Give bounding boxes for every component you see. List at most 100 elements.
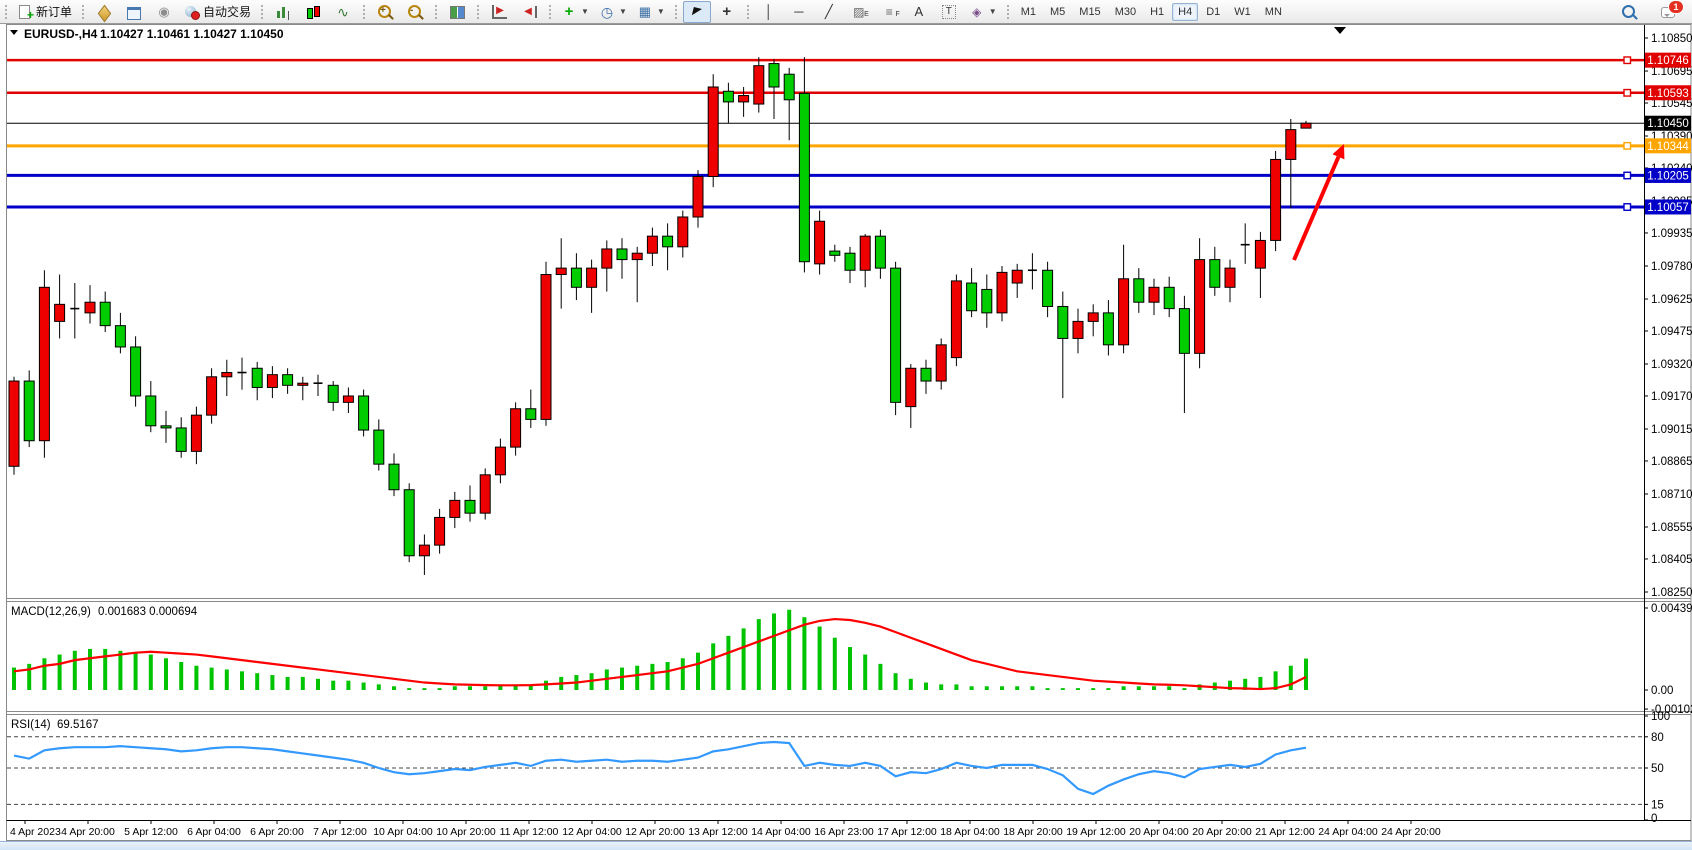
macd-rsi-splitter[interactable]	[6, 711, 1692, 715]
price-axis-tick-label: 1.09625	[1651, 294, 1692, 306]
time-axis-label: 18 Apr 20:00	[1003, 826, 1063, 838]
symbol-dropdown-icon[interactable]	[10, 30, 18, 35]
timeframe-button-w1[interactable]: W1	[1234, 5, 1251, 18]
fibonacci-button[interactable]: ≡	[875, 1, 903, 23]
price-axis-tick-label: 1.08405	[1651, 554, 1692, 566]
trend-arrow-annotation[interactable]	[1292, 144, 1345, 261]
macd-histogram-bar	[148, 654, 153, 690]
new-chart-button[interactable]	[90, 1, 118, 23]
price-axis-tick-label: 1.08555	[1651, 522, 1692, 534]
line-handle[interactable]	[1623, 88, 1632, 97]
zoom-in-button[interactable]: +	[371, 1, 399, 23]
bear-candle	[874, 235, 886, 269]
bull-candle	[707, 86, 719, 177]
macd-histogram-bar	[1121, 686, 1126, 690]
price-level-line[interactable]	[7, 141, 1644, 150]
macd-histogram-bar	[969, 686, 974, 690]
notifications-button[interactable]: 1	[1655, 0, 1684, 23]
macd-histogram-bar	[240, 671, 244, 690]
bear-candle	[160, 425, 172, 429]
notification-badge: 1	[1668, 0, 1684, 14]
macd-histogram-bar	[194, 665, 199, 690]
macd-histogram-bar	[1304, 658, 1308, 690]
macd-histogram-bar	[741, 628, 746, 690]
indicators-icon: +	[564, 2, 574, 20]
price-level-line[interactable]	[7, 171, 1644, 180]
timeframe-button-m30[interactable]: M30	[1114, 5, 1137, 18]
timeframe-button-d1[interactable]: D1	[1206, 5, 1221, 18]
bull-candle	[753, 65, 765, 105]
macd-histogram-bar	[726, 635, 731, 690]
bear-candle	[1133, 278, 1145, 303]
timeframe-button-m5[interactable]: M5	[1050, 5, 1066, 18]
time-axis[interactable]: 4 Apr 2023 4 Apr 20:00 5 Apr 12:00 6 Apr 04…	[6, 820, 1692, 838]
bull-candle	[342, 395, 354, 403]
toolbar-group-handle	[260, 3, 266, 20]
price-level-line[interactable]	[7, 56, 1644, 65]
price-axis-tick-label: 1.10545	[1651, 98, 1692, 110]
indicators-button[interactable]: + ▼	[557, 1, 593, 23]
vertical-line-button[interactable]: │	[755, 1, 783, 23]
chart-frame	[6, 24, 1692, 841]
timeframe-button-mn[interactable]: MN	[1264, 5, 1282, 18]
macd-histogram-bar	[893, 673, 898, 690]
macd-histogram-bar	[1136, 686, 1141, 690]
main-macd-splitter[interactable]	[6, 598, 1692, 602]
price-axis[interactable]: 1.108501.106951.105451.103901.102401.100…	[1644, 25, 1692, 825]
bar-chart-button[interactable]	[269, 1, 297, 23]
bear-candle	[1163, 286, 1175, 310]
line-chart-button[interactable]: ∿	[329, 1, 357, 23]
price-level-line[interactable]	[7, 203, 1644, 211]
text-button[interactable]: A	[905, 1, 933, 23]
text-icon: A	[914, 3, 924, 19]
cursor-button[interactable]: ◤	[682, 0, 711, 23]
candlestick-chart-button[interactable]	[299, 1, 327, 23]
bull-candle	[1194, 259, 1206, 354]
time-axis-label: 18 Apr 04:00	[940, 826, 1000, 838]
toolbar-group: ◤ +	[682, 0, 742, 23]
crosshair-button[interactable]: +	[713, 1, 741, 23]
new-order-button[interactable]: 新订单	[13, 1, 76, 23]
line-handle[interactable]	[1623, 141, 1632, 150]
line-handle[interactable]	[1623, 203, 1632, 211]
zoom-out-button[interactable]: -	[401, 1, 429, 23]
autotrading-button[interactable]: 自动交易	[180, 1, 255, 23]
profiles-icon	[126, 4, 142, 20]
price-level-line[interactable]	[7, 88, 1644, 97]
timeframe-button-h4[interactable]: H4	[1172, 2, 1199, 21]
timeframe-button-h1[interactable]: H1	[1150, 5, 1165, 18]
bull-candle	[54, 303, 66, 322]
bull-candle	[996, 271, 1008, 314]
bull-candle	[1072, 320, 1084, 339]
macd-histogram-bar	[1060, 688, 1065, 690]
trend-arrow-shaft	[1292, 156, 1341, 261]
text-label-button[interactable]: T	[935, 1, 963, 23]
bull-candle	[677, 216, 689, 248]
equidistant-channel-button[interactable]: ▨	[845, 1, 873, 23]
templates-button[interactable]: ▦ ▼	[633, 1, 669, 23]
arrows-tool-button[interactable]: ◈ ▼	[965, 1, 1001, 23]
candlestick-series	[8, 57, 1312, 575]
auto-scroll-button[interactable]: ▶	[485, 1, 513, 23]
timeframe-button-m15[interactable]: M15	[1079, 5, 1101, 18]
line-handle[interactable]	[1623, 56, 1632, 65]
signals-button[interactable]: ◉	[150, 1, 178, 23]
status-strip	[0, 841, 1692, 850]
price-badge-label: 1.10746	[1647, 55, 1689, 67]
line-handle[interactable]	[1623, 171, 1632, 180]
macd-signal-line	[13, 617, 1307, 691]
tile-windows-button[interactable]	[443, 1, 471, 23]
price-axis-tick-label: 1.09170	[1651, 391, 1692, 403]
macd-histogram-bar	[1152, 686, 1156, 690]
crosshair-icon: +	[722, 2, 732, 20]
periods-button[interactable]: ◷ ▼	[595, 1, 631, 23]
bull-candle	[190, 414, 202, 452]
profiles-button[interactable]	[120, 1, 148, 23]
bear-candle	[1102, 312, 1114, 346]
chart-shift-button[interactable]: ◀	[515, 1, 543, 23]
horizontal-line-button[interactable]: ─	[785, 1, 813, 23]
search-button[interactable]	[1615, 1, 1643, 23]
timeframe-button-m1[interactable]: M1	[1020, 5, 1036, 18]
macd-histogram-bar	[422, 688, 427, 690]
trendline-button[interactable]: ╱	[815, 1, 843, 23]
